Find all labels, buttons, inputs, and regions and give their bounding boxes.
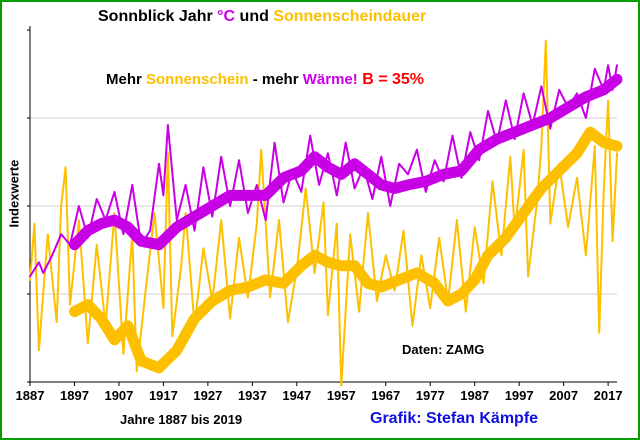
title-text-2: und bbox=[235, 8, 274, 25]
credit-label: Grafik: Stefan Kämpfe bbox=[370, 410, 539, 427]
x-tick-label-1887: 1887 bbox=[16, 388, 45, 403]
subtitle-sunshine: Sonnenschein bbox=[146, 71, 249, 88]
subtitle-text-2: - mehr bbox=[248, 71, 303, 88]
subtitle-correlation: B = 35% bbox=[357, 71, 425, 88]
x-tick-label-1967: 1967 bbox=[371, 388, 400, 403]
x-tick-label-1957: 1957 bbox=[327, 388, 356, 403]
x-tick-label-1977: 1977 bbox=[416, 388, 445, 403]
temperature-smooth-line bbox=[69, 73, 623, 251]
x-tick-label-1917: 1917 bbox=[149, 388, 178, 403]
x-tick-label-1987: 1987 bbox=[460, 388, 489, 403]
x-tick-label-2017: 2017 bbox=[594, 388, 623, 403]
x-tick-label-1927: 1927 bbox=[193, 388, 222, 403]
data-source-label: Daten: ZAMG bbox=[402, 342, 485, 357]
x-tick-label-1907: 1907 bbox=[104, 388, 133, 403]
title-sunshine: Sonnenscheindauer bbox=[273, 8, 427, 25]
x-tick-label-1997: 1997 bbox=[505, 388, 534, 403]
title-unit: °C bbox=[217, 8, 236, 25]
x-tick-label-1937: 1937 bbox=[238, 388, 267, 403]
y-axis-label: Indexwerte bbox=[6, 159, 22, 228]
x-tick-label-1947: 1947 bbox=[282, 388, 311, 403]
chart-title: Sonnblick Jahr °C und Sonnenscheindauer bbox=[98, 8, 426, 26]
sunshine-annual-line bbox=[29, 39, 618, 387]
subtitle-warmth: Wärme! bbox=[302, 71, 358, 88]
sunshine-smooth-line bbox=[69, 126, 623, 374]
x-tick-label-1897: 1897 bbox=[60, 388, 89, 403]
x-tick-label-2007: 2007 bbox=[549, 388, 578, 403]
chart-subtitle: Mehr Sonnenschein - mehr Wärme! B = 35% bbox=[106, 71, 424, 89]
title-text-1: Sonnblick Jahr bbox=[98, 8, 218, 25]
subtitle-text-1: Mehr bbox=[106, 71, 147, 88]
x-axis-label: Jahre 1887 bis 2019 bbox=[120, 412, 243, 427]
